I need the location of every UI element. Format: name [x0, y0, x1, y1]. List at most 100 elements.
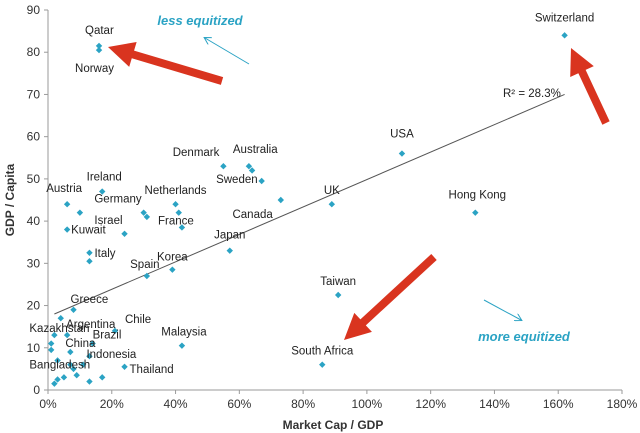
data-point [86, 249, 93, 256]
data-point [63, 201, 71, 208]
point-label: Norway [75, 63, 114, 75]
data-point [220, 163, 227, 170]
data-point [79, 361, 87, 368]
point-label: Argentina [66, 319, 116, 331]
data-point [226, 247, 233, 254]
point-label: Ireland [87, 172, 122, 184]
data-point [277, 196, 284, 204]
data-point [63, 226, 71, 233]
point-label: Bangladesh [29, 360, 90, 372]
point-label: Sweden [216, 174, 258, 186]
y-tick-label: 20 [27, 299, 41, 313]
data-point [334, 291, 342, 299]
y-tick-label: 10 [27, 341, 41, 355]
x-tick-label: 80% [291, 397, 315, 411]
point-label: Netherlands [145, 185, 207, 197]
x-tick-label: 40% [164, 397, 188, 411]
annotation-less-equitized: less equitized [157, 13, 243, 28]
red-arrow-south-africa [344, 254, 437, 340]
point-label: USA [390, 129, 414, 141]
x-tick-label: 140% [479, 397, 510, 411]
data-point [54, 376, 61, 383]
data-point [95, 42, 103, 50]
data-point [86, 258, 93, 265]
point-label: Germany [94, 194, 142, 206]
data-point [143, 272, 151, 280]
data-point [70, 365, 77, 373]
y-tick-label: 80 [27, 45, 41, 59]
trendline [54, 93, 565, 315]
data-point [175, 209, 182, 216]
point-label: Kuwait [71, 225, 106, 237]
x-tick-label: 180% [607, 397, 638, 411]
y-tick-label: 60 [27, 130, 41, 144]
point-label: Malaysia [161, 327, 207, 339]
point-label: Spain [130, 259, 159, 271]
point-label: South Africa [291, 346, 354, 358]
point-label: Switzerland [535, 12, 594, 24]
data-point [248, 167, 256, 174]
y-axis-title: GDP / Capita [3, 163, 17, 236]
data-point [57, 315, 64, 322]
point-label: Canada [232, 209, 273, 221]
x-tick-label: 0% [39, 397, 57, 411]
point-label: Greece [71, 294, 109, 306]
data-point [398, 150, 406, 157]
data-point [245, 163, 253, 170]
y-tick-label: 70 [27, 87, 41, 101]
point-label: Hong Kong [449, 190, 507, 202]
point-label: Italy [94, 248, 115, 260]
point-label: Qatar [85, 25, 114, 37]
thin-arrow-less-equitized [205, 38, 250, 65]
data-point [258, 177, 265, 185]
data-point [95, 46, 103, 54]
data-point [60, 374, 68, 381]
x-tick-label: 20% [100, 397, 124, 411]
data-point [178, 342, 186, 349]
data-point [70, 306, 77, 313]
data-point [67, 348, 74, 356]
data-point [140, 209, 147, 216]
point-label: Chile [125, 314, 151, 326]
data-point [178, 224, 186, 231]
data-point [143, 213, 151, 221]
axes [47, 10, 622, 391]
point-label: Thailand [130, 364, 174, 376]
data-point [472, 209, 479, 216]
data-point [47, 346, 55, 354]
data-point [47, 340, 55, 347]
x-axis-title: Market Cap / GDP [283, 418, 384, 432]
data-point [73, 372, 80, 379]
point-label: Denmark [173, 147, 220, 159]
x-tick-label: 60% [227, 397, 251, 411]
x-tick-label: 100% [352, 397, 383, 411]
data-point [99, 188, 106, 195]
data-point [111, 327, 119, 335]
point-label: Brazil [93, 330, 122, 342]
data-point [99, 374, 106, 381]
data-point [76, 209, 84, 216]
trendline-group [54, 93, 565, 315]
data-point [86, 353, 93, 360]
point-label: Kazakhstan [29, 323, 89, 335]
data-point [86, 378, 93, 385]
data-point [54, 357, 61, 364]
annotation-more-equitized: more equitized [478, 329, 571, 344]
red-arrow-qatar [108, 41, 224, 85]
thin-arrow-more-equitized [483, 299, 521, 320]
point-label: Japan [214, 230, 245, 242]
data-point [63, 331, 71, 339]
data-point [169, 266, 176, 273]
y-tick-label: 40 [27, 214, 41, 228]
data-point [319, 361, 326, 368]
data-points [47, 32, 568, 387]
y-tick-label: 0 [33, 383, 40, 397]
x-tick-label: 160% [543, 397, 574, 411]
y-tick-label: 50 [27, 172, 41, 186]
data-point [51, 380, 58, 387]
data-point [51, 331, 58, 339]
r-squared-label: R² = 28.3% [503, 88, 561, 100]
point-label: Australia [233, 144, 278, 156]
point-label: Korea [157, 252, 188, 264]
